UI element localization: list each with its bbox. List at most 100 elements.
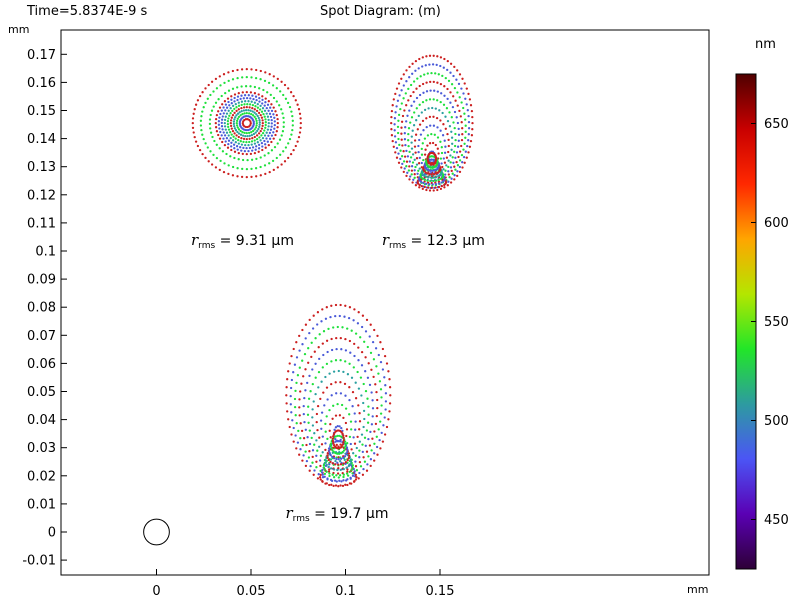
spot-point — [446, 132, 449, 136]
spot-point — [460, 144, 463, 148]
spot-point — [315, 412, 319, 416]
spot-point — [318, 357, 321, 361]
spot-point — [230, 133, 233, 136]
spot-point — [253, 139, 256, 142]
spot-point — [348, 454, 351, 457]
spot-point — [461, 166, 464, 169]
spot-point — [299, 448, 302, 451]
spot-point — [280, 134, 283, 137]
spot-point — [449, 101, 452, 104]
spot-point — [443, 186, 446, 189]
spot-point — [429, 89, 432, 92]
spot-point — [455, 116, 458, 119]
spot-point — [331, 462, 334, 465]
spot-point — [222, 73, 226, 76]
spot-point — [418, 84, 421, 88]
spot-point — [462, 106, 465, 110]
spot-point — [229, 107, 232, 110]
spot-point — [405, 80, 408, 83]
spot-point — [269, 93, 272, 97]
spot-point — [253, 108, 256, 111]
spot-point — [390, 109, 394, 113]
spot-point — [340, 480, 343, 483]
spot-point — [254, 131, 257, 134]
spot-point — [245, 75, 248, 79]
spot-point — [288, 137, 292, 141]
spot-point — [233, 100, 236, 103]
spot-point — [327, 470, 331, 473]
spot-point — [274, 110, 277, 113]
spot-point — [227, 142, 230, 146]
spot-point — [330, 382, 333, 386]
spot-point — [363, 436, 367, 439]
spot-point — [222, 131, 225, 134]
spot-point — [338, 434, 341, 438]
spot-point — [414, 151, 417, 154]
spot-point — [246, 125, 249, 129]
spot-point — [256, 102, 259, 106]
spot-point — [192, 112, 195, 115]
spot-point — [435, 175, 438, 179]
spot-point — [266, 103, 270, 106]
spot-point — [330, 304, 333, 307]
spot-point — [236, 112, 240, 115]
spot-point — [224, 140, 227, 143]
spot-point — [280, 108, 283, 111]
spot-point — [276, 77, 279, 81]
spot-point — [424, 64, 427, 67]
spot-point — [192, 131, 195, 134]
spot-point — [437, 175, 440, 178]
spot-point — [435, 167, 439, 171]
spot-point — [347, 316, 351, 320]
spot-point — [248, 134, 251, 137]
spot-point — [323, 475, 326, 478]
spot-point — [377, 428, 380, 431]
spot-point — [251, 114, 255, 117]
spot-point — [436, 136, 440, 139]
spot-point — [376, 406, 379, 410]
reference-circle — [143, 518, 170, 546]
spot-point — [430, 132, 433, 136]
spot-point — [433, 89, 436, 92]
spot-point — [296, 103, 299, 106]
colorbar-tick-label: 550 — [764, 315, 789, 330]
spot-point — [332, 433, 336, 436]
spot-point — [381, 368, 385, 371]
spot-point — [240, 106, 243, 110]
spot-point — [368, 444, 372, 447]
spot-point — [295, 422, 298, 425]
spot-point — [402, 170, 405, 174]
spot-point — [196, 99, 200, 102]
spot-point — [308, 429, 311, 432]
spot-point — [204, 142, 207, 145]
spot-point — [444, 173, 447, 176]
spot-point — [455, 78, 458, 81]
spot-point — [329, 478, 333, 482]
spot-point — [212, 105, 215, 108]
spot-point — [450, 116, 453, 119]
spot-point — [465, 87, 468, 90]
spot-point — [298, 334, 301, 338]
spot-point — [237, 158, 240, 161]
spot-point — [440, 172, 443, 176]
spot-point — [410, 169, 414, 172]
spot-point — [443, 177, 446, 180]
spot-point — [273, 123, 276, 127]
spot-point — [191, 117, 195, 120]
spot-point — [414, 69, 417, 72]
spot-point — [201, 133, 204, 136]
spot-point — [342, 434, 345, 437]
spot-point — [227, 125, 230, 129]
spot-point — [362, 425, 365, 429]
spot-point — [354, 332, 358, 335]
spot-point — [248, 103, 252, 106]
spot-point — [214, 117, 218, 121]
spot-point — [304, 450, 307, 453]
spot-point — [255, 121, 258, 125]
spot-point — [292, 440, 295, 443]
spot-point — [243, 103, 246, 106]
spot-point — [254, 105, 257, 108]
spot-point — [407, 99, 410, 102]
spot-point — [240, 100, 244, 103]
spot-point — [229, 119, 233, 122]
